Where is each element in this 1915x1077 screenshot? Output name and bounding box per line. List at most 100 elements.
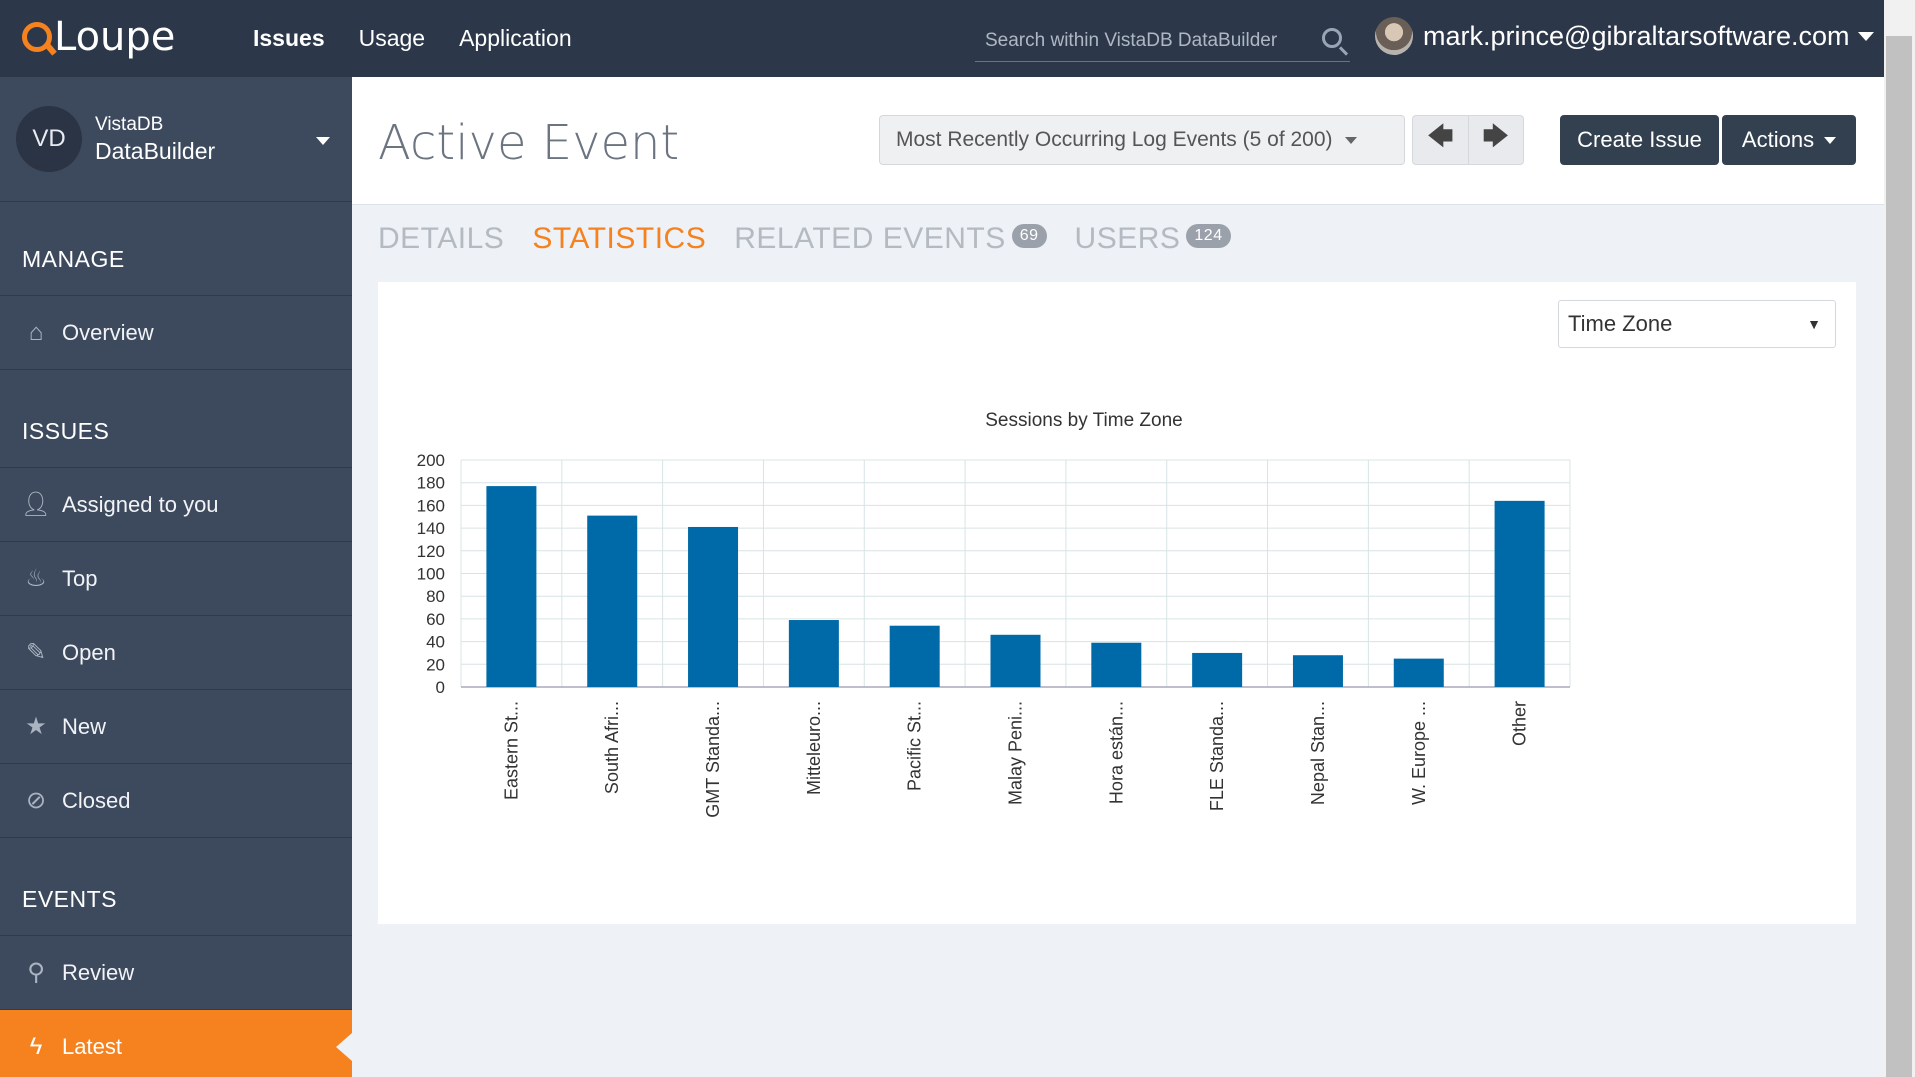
bar[interactable] (587, 515, 638, 687)
section-manage: MANAGE (0, 202, 352, 296)
home-icon: ⌂ (28, 318, 44, 346)
bar[interactable] (1292, 655, 1343, 687)
count-badge: 124 (1186, 224, 1231, 249)
tab-label: USERS (1074, 222, 1181, 255)
bar[interactable] (1494, 500, 1545, 687)
chevron-down-icon (1857, 31, 1874, 41)
bar[interactable] (1091, 642, 1142, 687)
sidebar-item-label: Overview (62, 319, 154, 345)
loupe-logo[interactable]: Loupe (22, 14, 175, 60)
page-header: Active Event Most Recently Occurring Log… (352, 77, 1884, 205)
y-tick-label: 100 (417, 565, 445, 584)
y-tick-label: 20 (426, 655, 445, 674)
next-arrow-icon[interactable]: 🡆 (1482, 121, 1510, 151)
sidebar: VD VistaDB DataBuilder MANAGE ⌂ Overview… (0, 77, 352, 1077)
y-tick-label: 160 (417, 496, 445, 515)
sidebar-item-label: Review (62, 959, 135, 985)
sidebar-item-open[interactable]: ✎ Open (0, 616, 352, 690)
x-tick-label: FLE Standa... (1207, 701, 1227, 811)
section-events: EVENTS (0, 838, 352, 936)
sidebar-item-assigned[interactable]: 👤︎ Assigned to you (0, 468, 352, 542)
caret-down-icon (316, 137, 330, 145)
main-nav: Issues Usage Application (253, 0, 572, 77)
x-tick-label: Hora están... (1106, 701, 1126, 804)
sidebar-item-label: Latest (62, 1034, 122, 1059)
ban-icon: ⊘ (25, 787, 47, 814)
actions-button[interactable]: Actions (1722, 115, 1856, 165)
events-select-value: Most Recently Occurring Log Events (5 of… (896, 128, 1333, 151)
x-tick-label: Nepal Stan... (1308, 701, 1328, 805)
bar[interactable] (688, 526, 739, 687)
x-tick-label: South Afri... (602, 701, 622, 794)
bar[interactable] (486, 486, 537, 687)
prev-arrow-icon[interactable]: 🡄 (1413, 116, 1469, 164)
nav-issues[interactable]: Issues (253, 25, 325, 51)
bar[interactable] (1393, 658, 1444, 687)
search-box[interactable]: Search within VistaDB DataBuilder (975, 20, 1350, 62)
section-issues: ISSUES (0, 370, 352, 468)
sidebar-item-label: New (62, 713, 107, 739)
x-tick-label: Malay Peni... (1006, 701, 1026, 805)
x-tick-label: Mitteleuro... (804, 701, 824, 795)
x-tick-label: GMT Standa... (703, 701, 723, 818)
app-name-line2: DataBuilder (95, 137, 216, 164)
sidebar-item-overview[interactable]: ⌂ Overview (0, 296, 352, 370)
tab-label: RELATED EVENTS (734, 222, 1006, 255)
loupe-logo-icon (22, 22, 52, 52)
group-by-select[interactable]: Time Zone ▼ (1558, 300, 1836, 348)
statistics-panel: Time Zone ▼ Sessions by Time Zone 0 20 40 6… (378, 282, 1856, 924)
tab-statistics[interactable]: STATISTICS (532, 222, 707, 255)
app-switcher[interactable]: VD VistaDB DataBuilder (0, 77, 352, 202)
user-icon: 👤︎ (20, 491, 52, 518)
app-badge: VD (16, 106, 82, 172)
user-email: mark.prince@gibraltarsoftware.com (1423, 20, 1850, 51)
scrollbar-thumb[interactable] (1886, 36, 1912, 1077)
lightning-icon: ϟ (29, 1033, 43, 1060)
y-tick-label: 120 (417, 542, 445, 561)
caret-down-icon: ▼ (1807, 316, 1821, 332)
x-tick-label: W. Europe ... (1409, 701, 1429, 805)
page-title: Active Event (378, 115, 680, 171)
sidebar-item-new[interactable]: ★ New (0, 690, 352, 764)
caret-down-icon (1824, 136, 1837, 144)
nav-usage[interactable]: Usage (358, 25, 426, 51)
y-axis: 0 20 40 60 80 100 120 140 160 180 200 (417, 451, 445, 697)
bar[interactable] (990, 634, 1041, 687)
tab-users[interactable]: USERS 124 (1075, 222, 1231, 256)
tab-related-events[interactable]: RELATED EVENTS 69 (734, 222, 1047, 256)
sidebar-item-top[interactable]: ♨ Top (0, 542, 352, 616)
bar[interactable] (1192, 652, 1243, 687)
flame-icon: ♨ (25, 565, 47, 592)
y-tick-label: 80 (426, 587, 445, 606)
bar[interactable] (788, 620, 839, 687)
sidebar-item-label: Open (62, 639, 116, 665)
search-icon[interactable] (1320, 26, 1350, 56)
y-tick-label: 0 (436, 678, 445, 697)
user-menu[interactable]: mark.prince@gibraltarsoftware.com (1375, 17, 1874, 55)
x-tick-label: Eastern St... (501, 701, 521, 800)
chart-grid (460, 459, 1571, 688)
chart-title: Sessions by Time Zone (985, 410, 1182, 431)
bar[interactable] (889, 625, 940, 687)
search-input[interactable]: Search within VistaDB DataBuilder (985, 29, 1278, 51)
top-bar: Loupe Issues Usage Application Search wi… (0, 0, 1884, 77)
app-name-line1: VistaDB (95, 113, 164, 135)
sidebar-item-review[interactable]: ⚲ Review (0, 936, 352, 1010)
logo-text: Loupe (54, 14, 176, 60)
x-tick-label: Other (1510, 701, 1530, 746)
event-nav-buttons: 🡄 🡆 (1412, 115, 1524, 165)
x-tick-label: Pacific St... (905, 701, 925, 791)
nav-application[interactable]: Application (459, 25, 572, 51)
sidebar-item-label: Assigned to you (62, 491, 219, 517)
sidebar-item-latest[interactable]: ϟ Latest (0, 1010, 352, 1077)
sessions-bar-chart: Sessions by Time Zone 0 20 40 60 80 100 120 140… (417, 410, 1571, 818)
tab-details[interactable]: DETAILS (378, 222, 505, 255)
sidebar-item-closed[interactable]: ⊘ Closed (0, 764, 352, 838)
create-issue-button[interactable]: Create Issue (1560, 115, 1719, 165)
event-tabs: DETAILS STATISTICS RELATED EVENTS 69 USER… (378, 222, 1231, 256)
y-tick-label: 40 (426, 633, 445, 652)
y-tick-label: 180 (417, 474, 445, 493)
events-select[interactable]: Most Recently Occurring Log Events (5 of… (879, 115, 1405, 165)
actions-label: Actions (1741, 127, 1815, 152)
y-tick-label: 60 (426, 610, 445, 629)
